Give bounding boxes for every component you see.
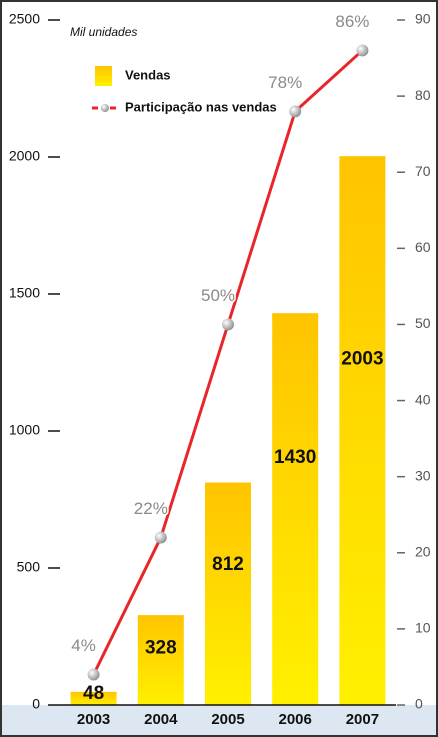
y-tick-label: 2000 [9,148,40,164]
legend-swatch [95,66,112,86]
line-marker [87,668,100,681]
y-axis-label: Mil unidades [70,25,137,39]
y2-tick-label: 90 [415,11,431,27]
y2-tick-label: 60 [415,239,431,255]
y2-tick-label: 30 [415,467,431,483]
bar-value-label: 48 [83,683,104,704]
y2-tick-label: 0 [415,696,423,712]
axis-band [0,705,438,737]
x-tick-label: 2006 [279,711,312,728]
legend-marker [101,104,109,112]
y2-tick-label: 40 [415,391,431,407]
line-value-label: 50% [201,286,235,305]
y2-tick-label: 70 [415,163,431,179]
line-marker [154,531,167,544]
legend-label: Participação nas vendas [125,99,277,114]
legend-label: Vendas [125,67,171,82]
y2-tick-label: 80 [415,87,431,103]
line-value-label: 86% [335,12,369,31]
bar [272,313,319,705]
bar [70,691,117,705]
y-tick-label: 0 [32,696,40,712]
line-marker [356,44,369,57]
line-value-label: 22% [134,499,168,518]
y2-tick-label: 10 [415,620,431,636]
bar [339,156,386,706]
y-tick-label: 1500 [9,285,40,301]
bar-value-label: 328 [145,637,177,658]
bar-value-label: 1430 [274,447,316,468]
y-tick-label: 500 [17,559,41,575]
x-tick-label: 2005 [211,711,244,728]
line-marker [222,318,234,331]
y-tick-label: 1000 [9,422,40,438]
x-tick-label: 2004 [144,711,178,728]
line-value-label: 78% [268,73,302,92]
line-value-label: 4% [71,636,96,655]
bar [205,482,251,705]
y2-tick-label: 20 [415,543,431,559]
bar-value-label: 812 [212,554,244,575]
x-tick-label: 2003 [77,711,110,728]
y-tick-label: 2500 [9,11,40,27]
y2-tick-label: 50 [415,315,431,331]
x-tick-label: 2007 [346,711,379,728]
line-marker [289,105,302,118]
bar-value-label: 2003 [341,348,383,369]
bar [137,615,184,705]
